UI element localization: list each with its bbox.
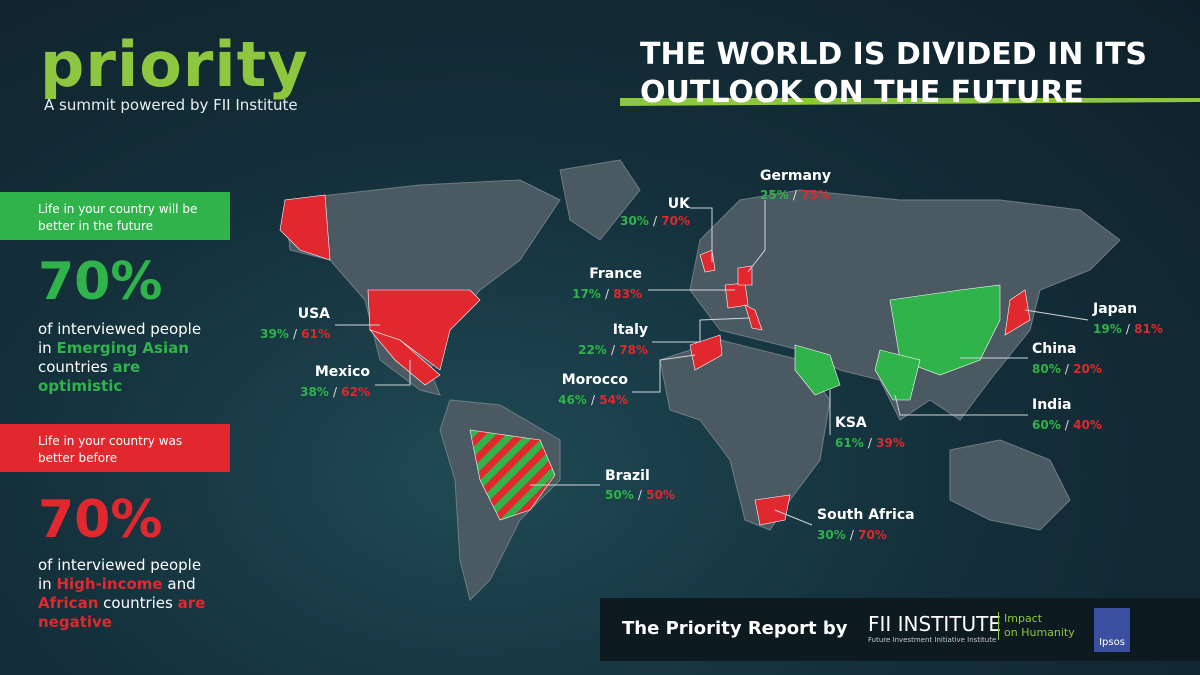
ipsos-logo: Ipsos [1094,608,1130,652]
positive-share: 38% [300,385,329,399]
country-name: Japan [1093,301,1138,317]
positive-share: 30% [817,528,846,542]
negative-share: 83% [613,287,642,301]
negative-share: 81% [1134,322,1163,336]
positive-statement: Life in your country will be better in t… [0,192,230,240]
country-name: USA [297,306,330,322]
country-name: France [589,266,642,282]
country-name: UK [667,196,690,212]
separator: / [1064,418,1069,432]
fii-motto: Impact on Humanity [998,612,1075,640]
positive-share: 60% [1032,418,1061,432]
highlight: Emerging Asian [56,339,189,357]
separator: / [611,343,616,357]
country-name: India [1032,397,1072,413]
country-values: 38% / 62% [300,385,370,399]
separator: / [849,528,854,542]
text: of interviewed people in [38,556,202,593]
footer: The Priority Report by FII INSTITUTE Fut… [600,598,1200,661]
negative-share: 40% [1073,418,1102,432]
negative-description: of interviewed people in High-income and… [38,556,213,632]
positive-description: of interviewed people in Emerging Asian … [38,320,213,396]
separator: / [653,214,658,228]
negative-share: 70% [858,528,887,542]
separator: / [333,385,338,399]
country-values: 30% / 70% [620,214,690,228]
country-values: 61% / 39% [835,436,905,450]
title: THE WORLD IS DIVIDED IN ITS OUTLOOK ON TH… [640,36,1147,112]
negative-share: 61% [301,327,330,341]
separator: / [637,488,642,502]
separator: / [591,393,596,407]
leader-lines [335,200,1089,526]
country-values: 39% / 61% [260,327,330,341]
negative-share: 54% [599,393,628,407]
country-values: 60% / 40% [1032,418,1102,432]
text: and [162,575,196,593]
brand: priority [40,28,309,101]
highlighted-countries [279,194,1031,526]
text: countries [38,358,113,376]
separator: / [792,188,797,202]
text: countries [98,594,178,612]
tagline: A summit powered by FII Institute [44,96,298,114]
negative-share: 78% [619,343,648,357]
country-name: KSA [835,415,867,431]
country-name: Morocco [561,372,628,388]
negative-figure: 70% [38,490,163,550]
separator: / [867,436,872,450]
negative-share: 70% [661,214,690,228]
text: of interviewed people in [38,320,202,357]
country-name: Germany [760,168,832,184]
fii-subtitle: Future Investment Initiative Institute [868,636,997,644]
motto-line: on Humanity [1004,626,1075,639]
negative-statement: Life in your country was better before [0,424,230,472]
positive-share: 50% [605,488,634,502]
highlight: are optimistic [38,358,141,395]
highlight: High-income [56,575,163,593]
negative-share: 20% [1073,362,1102,376]
positive-share: 39% [260,327,289,341]
country-name: South Africa [817,507,915,523]
positive-share: 25% [760,188,789,202]
positive-figure: 70% [38,252,163,312]
country-name: Brazil [605,468,650,484]
country-values: 25% / 75% [760,188,830,202]
country-name: Mexico [314,364,370,380]
title-line: THE WORLD IS DIVIDED IN ITS [640,37,1148,72]
country-values: 46% / 54% [558,393,628,407]
negative-share: 62% [341,385,370,399]
title-line: OUTLOOK ON THE FUTURE [640,75,1084,110]
country-values: 19% / 81% [1093,322,1163,336]
separator: / [605,287,610,301]
negative-share: 39% [876,436,905,450]
country-values: 50% / 50% [605,488,675,502]
positive-share: 80% [1032,362,1061,376]
negative-share: 75% [801,188,830,202]
positive-share: 30% [620,214,649,228]
country-name: China [1032,341,1077,357]
highlight: are negative [38,594,206,631]
separator: / [1125,322,1130,336]
motto-line: Impact [1004,612,1043,625]
separator: / [1064,362,1069,376]
positive-share: 19% [1093,322,1122,336]
positive-share: 61% [835,436,864,450]
country-values: 22% / 78% [578,343,648,357]
country-name: Italy [612,322,648,338]
country-values: 30% / 70% [817,528,887,542]
highlight: African [38,594,99,612]
title-underline [620,98,1200,106]
separator: / [293,327,298,341]
positive-share: 46% [558,393,587,407]
fii-logo: FII INSTITUTE [868,612,1002,636]
negative-share: 50% [646,488,675,502]
positive-share: 22% [578,343,607,357]
country-values: 80% / 20% [1032,362,1102,376]
report-by: The Priority Report by [622,618,848,639]
positive-share: 17% [572,287,601,301]
country-values: 17% / 83% [572,287,642,301]
